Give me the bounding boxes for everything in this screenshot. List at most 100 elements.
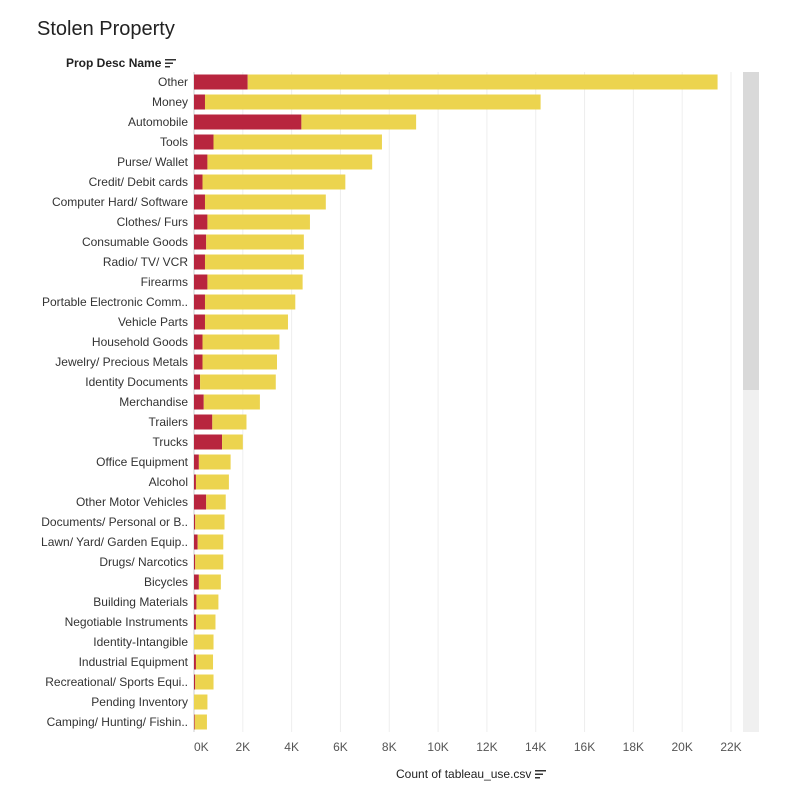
category-label: Pending Inventory [91, 695, 188, 709]
x-axis-field-header[interactable]: Count of tableau_use.csv [396, 767, 547, 781]
chart-title: Stolen Property [37, 18, 175, 40]
x-tick-label: 22K [720, 740, 741, 754]
bar-segment-red[interactable] [194, 294, 205, 310]
category-label: Jewelry/ Precious Metals [55, 355, 188, 369]
bar-segment-red[interactable] [194, 254, 205, 270]
bar-segment-yellow[interactable] [202, 334, 280, 350]
bar-segment-yellow[interactable] [202, 174, 346, 190]
bar-segment-red[interactable] [194, 454, 199, 470]
bar-segment-yellow[interactable] [206, 494, 226, 510]
bar-segment-red[interactable] [194, 114, 302, 130]
bar-segment-red[interactable] [194, 134, 214, 150]
bar-segment-yellow[interactable] [204, 294, 296, 310]
bar-segment-yellow[interactable] [207, 274, 303, 290]
bar-segment-red[interactable] [194, 214, 208, 230]
row-field-label: Prop Desc Name [66, 56, 162, 70]
category-label: Bicycles [144, 575, 188, 589]
bar-segment-red[interactable] [194, 314, 205, 330]
category-label: Merchandise [119, 395, 188, 409]
bar-segment-yellow[interactable] [197, 534, 224, 550]
bar-segment-yellow[interactable] [195, 674, 214, 690]
bar-segment-red[interactable] [194, 654, 196, 670]
bar-segment-yellow[interactable] [195, 474, 229, 490]
bar-segment-yellow[interactable] [203, 394, 260, 410]
bar-segment-red[interactable] [194, 554, 196, 570]
x-tick-label: 10K [427, 740, 448, 754]
bar-segment-red[interactable] [194, 674, 196, 690]
bar-segment-yellow[interactable] [207, 154, 373, 170]
x-tick-label: 20K [672, 740, 693, 754]
category-label: Building Materials [93, 595, 188, 609]
category-label: Alcohol [149, 475, 188, 489]
bar-segment-yellow[interactable] [207, 214, 310, 230]
x-tick-label: 8K [382, 740, 397, 754]
sort-descending-icon[interactable] [165, 58, 177, 68]
category-label: Other [158, 75, 188, 89]
vertical-scrollbar-thumb[interactable] [743, 72, 759, 390]
bar-segment-red[interactable] [194, 94, 205, 110]
category-label: Drugs/ Narcotics [99, 555, 188, 569]
bar-segment-red[interactable] [194, 374, 201, 390]
bar-segment-red[interactable] [194, 394, 204, 410]
category-label: Identity Documents [85, 375, 188, 389]
x-axis-title: Count of tableau_use.csv [396, 767, 532, 781]
category-label: Computer Hard/ Software [52, 195, 188, 209]
bar-segment-yellow[interactable] [198, 574, 221, 590]
bar-segment-yellow[interactable] [212, 414, 247, 430]
bar-segment-yellow[interactable] [198, 454, 231, 470]
bar-segment-red[interactable] [194, 534, 198, 550]
bar-segment-yellow[interactable] [204, 254, 304, 270]
category-label: Clothes/ Furs [117, 215, 188, 229]
sort-descending-icon[interactable] [535, 769, 547, 779]
bar-segment-yellow[interactable] [213, 134, 382, 150]
bar-segment-yellow[interactable] [204, 94, 541, 110]
bar-segment-yellow[interactable] [195, 554, 224, 570]
bar-segment-red[interactable] [194, 194, 205, 210]
bar-segment-yellow[interactable] [195, 514, 225, 530]
bar-segment-yellow[interactable] [194, 634, 214, 650]
bar-segment-red[interactable] [194, 434, 223, 450]
bar-segment-red[interactable] [194, 174, 203, 190]
bar-segment-red[interactable] [194, 154, 208, 170]
bar-segment-red[interactable] [194, 274, 208, 290]
bar-segment-yellow[interactable] [202, 354, 277, 370]
x-tick-label: 12K [476, 740, 497, 754]
bar-segment-red[interactable] [194, 414, 213, 430]
bar-segment-yellow[interactable] [200, 374, 276, 390]
category-label: Lawn/ Yard/ Garden Equip.. [41, 535, 188, 549]
category-label: Identity-Intangible [93, 635, 188, 649]
bar-segment-yellow[interactable] [222, 434, 243, 450]
bar-segment-red[interactable] [194, 714, 195, 730]
x-tick-label: 4K [284, 740, 299, 754]
bar-segment-red[interactable] [194, 474, 196, 490]
bar-segment-yellow[interactable] [194, 714, 207, 730]
bar-segment-yellow[interactable] [206, 234, 304, 250]
x-tick-label: 18K [623, 740, 644, 754]
category-label: Camping/ Hunting/ Fishin.. [47, 715, 188, 729]
bar-segment-red[interactable] [194, 494, 207, 510]
category-label: Other Motor Vehicles [76, 495, 188, 509]
bar-segment-red[interactable] [194, 74, 248, 90]
row-field-header[interactable]: Prop Desc Name [66, 56, 177, 70]
bar-segment-red[interactable] [194, 334, 203, 350]
bar-segment-red[interactable] [194, 354, 203, 370]
bar-segment-yellow[interactable] [196, 594, 219, 610]
category-label: Consumable Goods [82, 235, 188, 249]
category-label: Radio/ TV/ VCR [103, 255, 188, 269]
bar-segment-yellow[interactable] [195, 614, 216, 630]
bar-segment-yellow[interactable] [195, 654, 214, 670]
bar-segment-yellow[interactable] [204, 314, 288, 330]
bar-segment-red[interactable] [194, 614, 196, 630]
bar-segment-yellow[interactable] [301, 114, 417, 130]
bar-segment-yellow[interactable] [194, 694, 208, 710]
bar-segment-red[interactable] [194, 514, 196, 530]
bar-segment-yellow[interactable] [247, 74, 718, 90]
category-label: Negotiable Instruments [65, 615, 188, 629]
x-tick-label: 16K [574, 740, 595, 754]
category-label: Industrial Equipment [79, 655, 189, 669]
bar-segment-red[interactable] [194, 234, 207, 250]
bar-segment-red[interactable] [194, 594, 197, 610]
bar-segment-red[interactable] [194, 574, 199, 590]
bar-segment-yellow[interactable] [204, 194, 326, 210]
